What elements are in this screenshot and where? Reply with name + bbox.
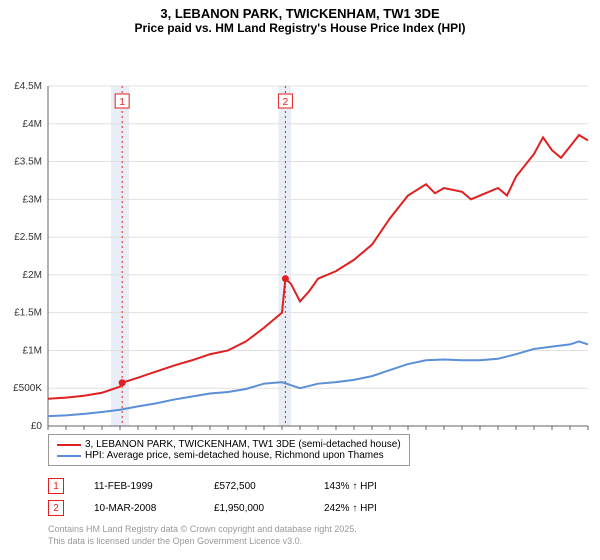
title-block: 3, LEBANON PARK, TWICKENHAM, TW1 3DE Pri… bbox=[0, 0, 600, 35]
attribution-line2: This data is licensed under the Open Gov… bbox=[48, 536, 357, 548]
sale-marker-icon: 1 bbox=[48, 478, 64, 494]
svg-text:£1.5M: £1.5M bbox=[14, 308, 42, 319]
svg-text:£3.5M: £3.5M bbox=[14, 157, 42, 168]
svg-text:£500K: £500K bbox=[13, 383, 42, 394]
sale-row: 1 11-FEB-1999 £572,500 143% ↑ HPI bbox=[48, 478, 377, 494]
sale-delta: 143% ↑ HPI bbox=[324, 481, 377, 492]
svg-text:2: 2 bbox=[283, 97, 289, 108]
legend-swatch bbox=[57, 444, 81, 446]
legend-swatch bbox=[57, 455, 81, 457]
svg-text:1: 1 bbox=[119, 97, 125, 108]
svg-text:£1M: £1M bbox=[23, 345, 42, 356]
title-line2: Price paid vs. HM Land Registry's House … bbox=[0, 21, 600, 35]
price-chart: £0 £500K £1M £1.5M £2M £2.5M £3M £3.5M £4M £4.5M 1… bbox=[0, 40, 600, 432]
svg-text:£0: £0 bbox=[31, 421, 43, 432]
svg-text:£2.5M: £2.5M bbox=[14, 232, 42, 243]
svg-text:£4.5M: £4.5M bbox=[14, 81, 42, 92]
attribution: Contains HM Land Registry data © Crown c… bbox=[48, 524, 357, 547]
legend-label: HPI: Average price, semi-detached house,… bbox=[85, 450, 384, 461]
sale-row: 2 10-MAR-2008 £1,950,000 242% ↑ HPI bbox=[48, 500, 377, 516]
attribution-line1: Contains HM Land Registry data © Crown c… bbox=[48, 524, 357, 536]
sale-marker-icon: 2 bbox=[48, 500, 64, 516]
legend-label: 3, LEBANON PARK, TWICKENHAM, TW1 3DE (se… bbox=[85, 439, 401, 450]
sale-price: £572,500 bbox=[214, 481, 294, 492]
svg-text:£2M: £2M bbox=[23, 270, 42, 281]
svg-text:£3M: £3M bbox=[23, 194, 42, 205]
chart-container: 3, LEBANON PARK, TWICKENHAM, TW1 3DE Pri… bbox=[0, 0, 600, 560]
sale-price: £1,950,000 bbox=[214, 503, 294, 514]
sale-delta: 242% ↑ HPI bbox=[324, 503, 377, 514]
legend-item: HPI: Average price, semi-detached house,… bbox=[57, 450, 401, 461]
sale-date: 11-FEB-1999 bbox=[94, 481, 184, 492]
sale-date: 10-MAR-2008 bbox=[94, 503, 184, 514]
title-line1: 3, LEBANON PARK, TWICKENHAM, TW1 3DE bbox=[0, 6, 600, 21]
legend: 3, LEBANON PARK, TWICKENHAM, TW1 3DE (se… bbox=[48, 434, 410, 466]
footer-sales: 1 11-FEB-1999 £572,500 143% ↑ HPI 2 10-M… bbox=[48, 478, 377, 516]
svg-text:£4M: £4M bbox=[23, 119, 42, 130]
legend-box: 3, LEBANON PARK, TWICKENHAM, TW1 3DE (se… bbox=[48, 434, 410, 466]
legend-item: 3, LEBANON PARK, TWICKENHAM, TW1 3DE (se… bbox=[57, 439, 401, 450]
